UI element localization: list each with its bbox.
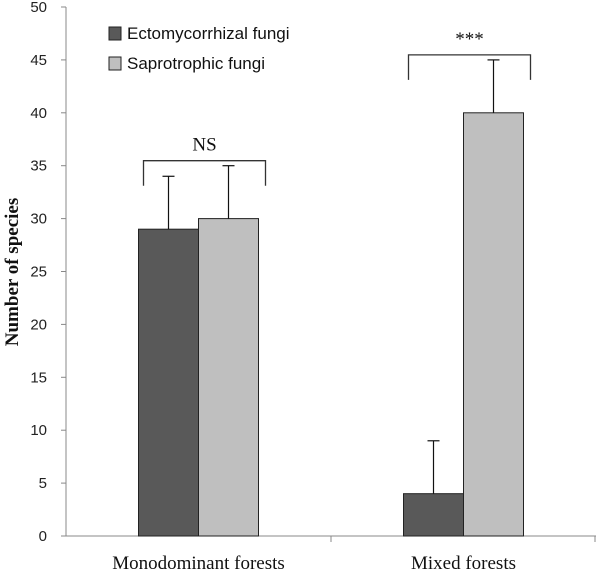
bar [463,112,524,537]
bar [138,228,199,537]
y-tick-label: 10 [30,422,47,439]
bars [138,112,524,537]
legend-swatch [108,56,122,71]
y-tick-label: 40 [30,105,47,122]
significance-bracket [407,54,532,80]
y-tick-label: 30 [30,211,47,228]
y-tick-label: 45 [30,52,47,69]
significance-label: *** [455,29,484,50]
legend-label: Ectomycorrhizal fungi [127,24,290,43]
y-tick-label: 0 [39,528,47,545]
y-tick-label: 35 [30,158,47,175]
significance-annotations: NS *** [142,29,532,186]
significance-label: NS [192,135,216,156]
y-tick-label: 25 [30,264,47,281]
y-tick-label: 50 [30,0,47,16]
error-bars [162,59,500,494]
y-axis-title: Number of species [2,198,23,346]
y-tick-label: 5 [39,475,47,492]
x-category-label: Mixed forests [411,553,516,571]
bar [198,218,259,537]
legend-label: Saprotrophic fungi [127,54,265,73]
y-tick-label: 15 [30,369,47,386]
axes: 0 5 10 15 20 25 30 35 40 45 50 Monodominant forests… [30,0,596,571]
legend: Ectomycorrhizal fungi Saprotrophic fungi [108,24,290,73]
legend-swatch [108,26,122,41]
significance-bracket [142,160,267,186]
y-tick-label: 20 [30,316,47,333]
x-category-label: Monodominant forests [112,553,285,571]
bar [403,493,464,537]
